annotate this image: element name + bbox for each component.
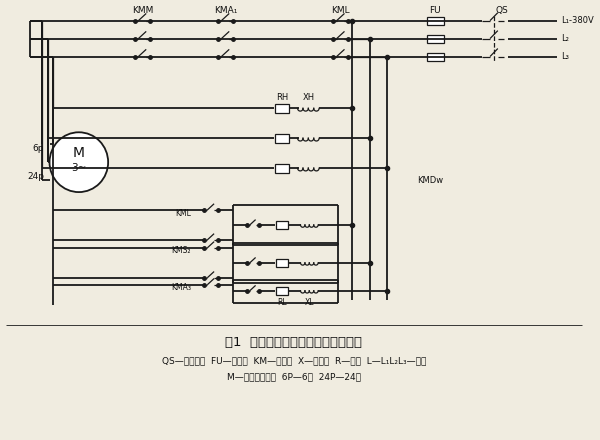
Text: 6p: 6p	[32, 144, 44, 153]
Text: KML: KML	[175, 209, 191, 217]
Text: 24p: 24p	[28, 172, 44, 181]
Text: XL: XL	[305, 298, 314, 307]
Bar	[275, 287, 289, 295]
Bar	[427, 52, 444, 61]
Bar	[275, 259, 289, 267]
Text: KMM: KMM	[131, 6, 153, 15]
Text: RL: RL	[277, 298, 287, 307]
Text: M—三相双速电机  6P—6极  24P—24极: M—三相双速电机 6P—6极 24P—24极	[227, 372, 361, 381]
Bar	[275, 134, 289, 143]
Text: KML: KML	[331, 6, 350, 15]
Text: KMDw: KMDw	[417, 176, 443, 185]
Text: L₁-380V: L₁-380V	[562, 16, 594, 25]
Text: RH: RH	[276, 93, 288, 102]
Bar	[275, 104, 289, 113]
Text: L₃: L₃	[562, 52, 569, 61]
Text: KMS₂: KMS₂	[172, 246, 191, 255]
Text: KMA₃: KMA₃	[171, 283, 191, 292]
Text: M: M	[73, 146, 85, 160]
Bar	[427, 17, 444, 25]
Bar	[427, 35, 444, 43]
Text: 图1  交流双速电梯主回路接线系统图: 图1 交流双速电梯主回路接线系统图	[225, 336, 362, 349]
Text: 3~: 3~	[71, 163, 86, 173]
Circle shape	[50, 132, 108, 192]
Bar	[275, 221, 289, 229]
Text: QS—断路开关  FU—熔断器  KM—接触器  X—变速器  R—电阻  L—L₁L₂L₃—电源: QS—断路开关 FU—熔断器 KM—接触器 X—变速器 R—电阻 L—L₁L₂L…	[161, 356, 426, 365]
Text: KMA₁: KMA₁	[214, 6, 237, 15]
Text: L₂: L₂	[562, 34, 569, 43]
Text: QS: QS	[496, 6, 508, 15]
Text: XH: XH	[302, 93, 314, 102]
Text: FU: FU	[430, 6, 441, 15]
Bar	[275, 164, 289, 172]
